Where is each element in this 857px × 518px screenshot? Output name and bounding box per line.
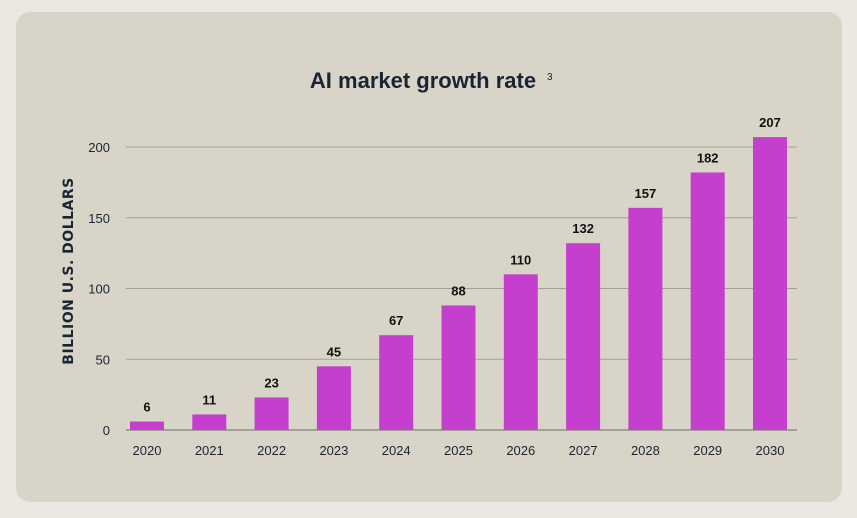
y-tick-label-50: 50 [96, 352, 110, 367]
x-tick-label-2029: 2029 [693, 443, 722, 458]
bar-2030 [753, 137, 787, 430]
data-label-2026: 110 [510, 252, 531, 267]
data-label-2023: 45 [327, 344, 341, 359]
bar-2025 [441, 305, 476, 430]
x-tick-label-2030: 2030 [756, 443, 785, 458]
x-tick-label-2026: 2026 [506, 443, 535, 458]
x-tick-label-2028: 2028 [631, 443, 660, 458]
data-label-2025: 88 [451, 283, 465, 298]
data-label-2020: 6 [143, 400, 150, 415]
y-tick-label-150: 150 [88, 211, 110, 226]
x-tick-label-2021: 2021 [195, 443, 224, 458]
bar-2022 [254, 397, 289, 430]
y-tick-label-200: 200 [88, 140, 110, 155]
data-label-2030: 207 [759, 115, 781, 130]
data-label-2028: 157 [635, 186, 657, 201]
x-tick-label-2025: 2025 [444, 443, 473, 458]
data-label-2024: 67 [389, 313, 403, 328]
y-axis-ticks: 0 50 100 150 200 [88, 140, 110, 438]
bar-2021 [192, 414, 227, 430]
bar-2026 [503, 274, 538, 430]
y-tick-label-100: 100 [88, 282, 110, 297]
bar-2028 [628, 207, 663, 430]
x-tick-label-2022: 2022 [257, 443, 286, 458]
x-tick-label-2020: 2020 [133, 443, 162, 458]
bar-2027 [566, 243, 601, 430]
x-tick-label-2023: 2023 [319, 443, 348, 458]
y-axis-label: BILLION U.S. DOLLARS [61, 177, 77, 364]
chart-title: AI market growth rate [310, 68, 536, 93]
data-labels: 6 11 23 45 67 88 110 132 157 182 207 [143, 115, 780, 414]
y-tick-label-0: 0 [103, 423, 110, 438]
data-label-2021: 11 [202, 392, 216, 407]
x-tick-label-2024: 2024 [382, 443, 411, 458]
data-label-2027: 132 [572, 221, 594, 236]
bar-2023 [316, 366, 351, 430]
data-label-2022: 23 [264, 375, 278, 390]
chart-title-group: AI market growth rate 3 [310, 68, 553, 93]
bars [130, 137, 787, 430]
data-label-2029: 182 [697, 150, 719, 165]
x-axis-ticks: 2020 2021 2022 2023 2024 2025 2026 2027 2028 2029… [133, 443, 785, 458]
x-tick-label-2027: 2027 [569, 443, 598, 458]
bar-2024 [379, 335, 414, 430]
chart-title-footnote: 3 [547, 72, 553, 83]
bar-2020 [130, 421, 164, 430]
bar-2029 [690, 172, 725, 430]
